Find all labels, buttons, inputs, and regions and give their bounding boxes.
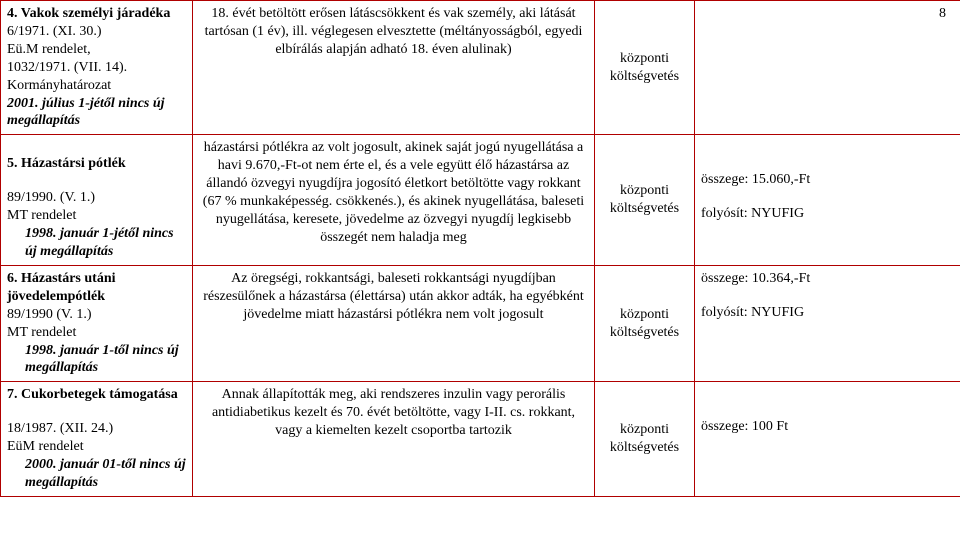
document-table: 4. Vakok személyi járadéka6/1971. (XI. 3… — [0, 0, 960, 497]
col-category: 4. Vakok személyi járadéka6/1971. (XI. 3… — [1, 1, 193, 135]
category-line: 18/1987. (XII. 24.) — [7, 420, 186, 438]
col-description: Annak állapították meg, aki rendszeres i… — [193, 382, 595, 497]
page-number: 8 — [939, 6, 946, 22]
description-text: Annak állapították meg, aki rendszeres i… — [199, 386, 588, 440]
category-line: 6/1971. (XI. 30.) — [7, 23, 186, 41]
source-text: központi költségvetés — [601, 182, 688, 218]
col-description: házastársi pótlékra az volt jogosult, ak… — [193, 135, 595, 266]
col-amount: összege: 15.060,-Ft folyósít: NYUFIG — [695, 135, 960, 266]
col-source: központi költségvetés — [595, 135, 695, 266]
category-line: 1998. január 1-jétől nincs új megállapít… — [7, 225, 186, 261]
table-row: 4. Vakok személyi járadéka6/1971. (XI. 3… — [1, 1, 960, 135]
category-line: Eü.M rendelet, — [7, 41, 186, 59]
amount-line: összege: 15.060,-Ft — [701, 171, 954, 189]
amount-line: folyósít: NYUFIG — [701, 205, 954, 223]
category-line: 1998. január 1-től nincs új megállapítás — [7, 342, 186, 378]
table-row: 6. Házastárs utáni jövedelempótlék89/199… — [1, 265, 960, 381]
table-row: 7. Cukorbetegek támogatása 18/1987. (XII.… — [1, 382, 960, 497]
amount-line: összege: 10.364,-Ft — [701, 270, 954, 288]
amount-line: folyósít: NYUFIG — [701, 304, 954, 322]
description-text: Az öregségi, rokkantsági, baleseti rokka… — [199, 270, 588, 324]
col-description: Az öregségi, rokkantsági, baleseti rokka… — [193, 265, 595, 381]
category-line: 2000. január 01-től nincs új megállapítá… — [7, 456, 186, 492]
category-line: EüM rendelet — [7, 438, 186, 456]
col-source: központi költségvetés — [595, 382, 695, 497]
description-text: 18. évét betöltött erősen látáscsökkent … — [199, 5, 588, 59]
col-category: 6. Házastárs utáni jövedelempótlék89/199… — [1, 265, 193, 381]
col-source: központi költségvetés — [595, 1, 695, 135]
category-line: 89/1990 (V. 1.) — [7, 306, 186, 324]
col-category: 7. Cukorbetegek támogatása 18/1987. (XII.… — [1, 382, 193, 497]
col-amount — [695, 1, 960, 135]
col-amount: összege: 10.364,-Ft folyósít: NYUFIG — [695, 265, 960, 381]
col-source: központi költségvetés — [595, 265, 695, 381]
category-line: 2001. július 1-jétől nincs új megállapít… — [7, 95, 186, 131]
col-category: 5. Házastársi pótlék 89/1990. (V. 1.)MT r… — [1, 135, 193, 266]
category-line: 1032/1971. (VII. 14). — [7, 59, 186, 77]
category-line: MT rendelet — [7, 207, 186, 225]
category-title: 4. Vakok személyi járadéka — [7, 5, 186, 23]
category-line: 89/1990. (V. 1.) — [7, 189, 186, 207]
category-title: 7. Cukorbetegek támogatása — [7, 386, 186, 404]
source-text: központi költségvetés — [601, 306, 688, 342]
source-text: központi költségvetés — [601, 50, 688, 86]
category-title: 5. Házastársi pótlék — [7, 155, 186, 173]
category-line: Kormányhatározat — [7, 77, 186, 95]
source-text: központi költségvetés — [601, 421, 688, 457]
category-title: 6. Házastárs utáni jövedelempótlék — [7, 270, 186, 306]
amount-line: összege: 100 Ft — [701, 418, 954, 436]
category-line: MT rendelet — [7, 324, 186, 342]
col-description: 18. évét betöltött erősen látáscsökkent … — [193, 1, 595, 135]
col-amount: összege: 100 Ft — [695, 382, 960, 497]
description-text: házastársi pótlékra az volt jogosult, ak… — [199, 139, 588, 246]
table-row: 5. Házastársi pótlék 89/1990. (V. 1.)MT r… — [1, 135, 960, 266]
